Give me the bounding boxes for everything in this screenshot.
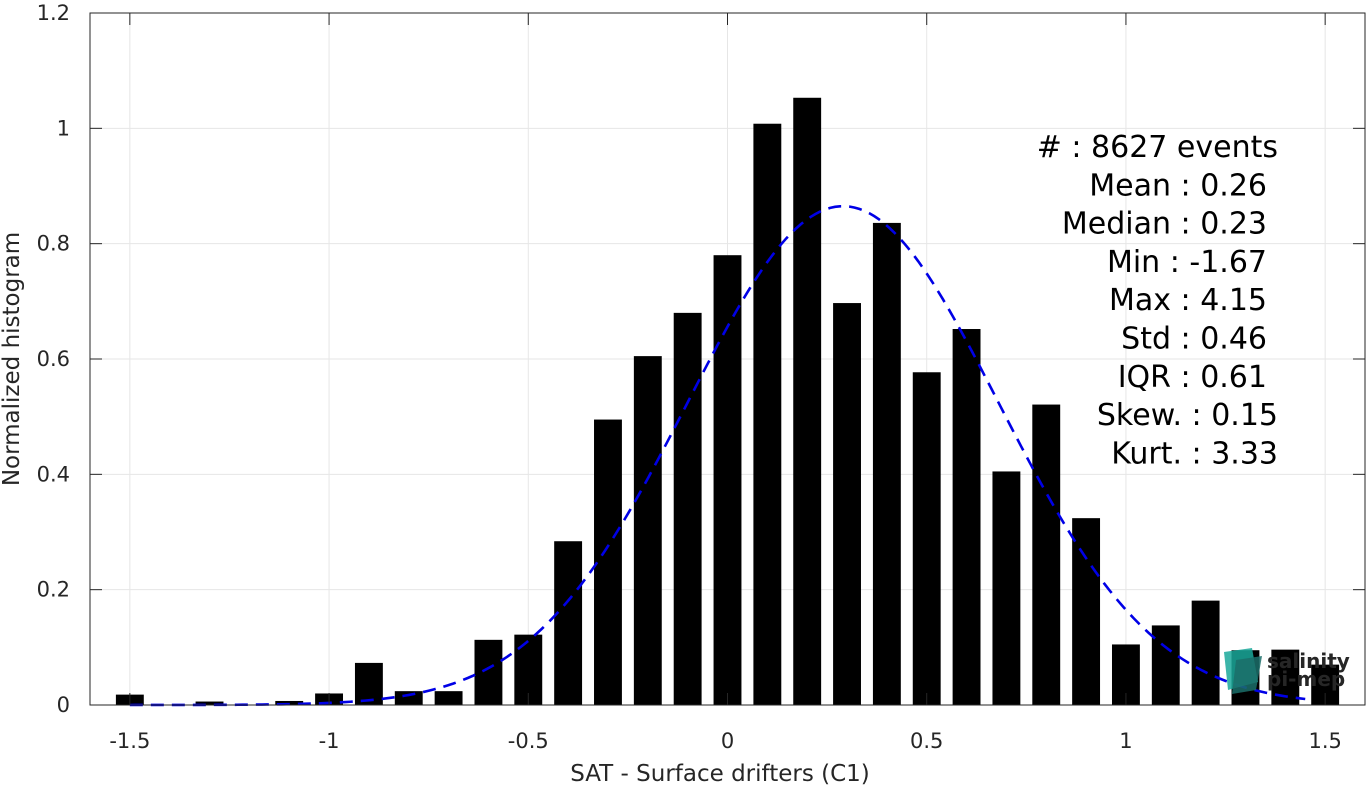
y-tick-label: 0.8 — [37, 232, 70, 256]
logo-text-salinity: salinity — [1267, 649, 1350, 673]
histogram-bars — [115, 97, 1340, 706]
y-axis-ticks: 0 0.2 0.4 0.6 0.8 1 1.2 — [37, 1, 1365, 717]
histogram-bar — [952, 329, 981, 705]
x-tick-label: 1.5 — [1308, 729, 1341, 753]
stats-line: # : 8627 events — [1037, 130, 1278, 165]
histogram-bar — [833, 303, 861, 705]
y-tick-label: 0.6 — [37, 347, 70, 371]
x-tick-label: -1 — [319, 729, 340, 753]
histogram-bar — [912, 372, 941, 705]
stats-line: Min : -1.67 — [1107, 245, 1267, 280]
x-tick-label: 0.5 — [910, 729, 943, 753]
stats-line: Mean : 0.26 — [1089, 168, 1267, 203]
y-axis-label: Normalized histogram — [0, 232, 25, 486]
histogram-bar — [992, 471, 1021, 705]
stats-line: Skew. : 0.15 — [1097, 398, 1278, 433]
histogram-bar — [793, 97, 822, 705]
x-tick-label: 1 — [1119, 729, 1132, 753]
histogram-bar — [633, 356, 662, 705]
histogram-bar — [713, 255, 742, 705]
x-axis-ticks: -1.5 -1 -0.5 0 0.5 1 1.5 — [109, 13, 1342, 753]
histogram-bar — [753, 123, 782, 706]
histogram-bar — [673, 312, 702, 705]
histogram-bar — [554, 541, 583, 705]
x-tick-label: -0.5 — [508, 729, 549, 753]
y-tick-label: 0.2 — [37, 578, 70, 602]
histogram-bar — [1032, 404, 1061, 705]
histogram-bar — [394, 691, 423, 705]
histogram-bar — [1191, 600, 1220, 705]
y-tick-label: 0 — [57, 693, 70, 717]
stats-line: Std : 0.46 — [1121, 322, 1267, 357]
histogram-bar — [872, 222, 901, 705]
histogram-bar — [1072, 518, 1101, 705]
histogram-bar — [1151, 625, 1180, 705]
stats-line: Max : 4.15 — [1109, 283, 1267, 318]
histogram-bar — [434, 691, 463, 705]
x-tick-label: -1.5 — [109, 729, 150, 753]
histogram-bar — [195, 701, 224, 705]
histogram-bar — [594, 419, 622, 705]
salinity-pimep-logo: salinity pi-mep — [1224, 648, 1350, 694]
y-tick-label: 1.2 — [37, 1, 70, 25]
logo-text-pimep: pi-mep — [1267, 667, 1345, 691]
y-tick-label: 0.4 — [37, 462, 70, 486]
histogram-bar — [354, 662, 383, 705]
gaussian-fit-curve — [129, 204, 1306, 707]
histogram-bar — [474, 639, 503, 705]
y-tick-label: 1 — [57, 116, 70, 140]
stats-line: Median : 0.23 — [1062, 207, 1267, 242]
x-tick-label: 0 — [721, 729, 734, 753]
stats-line: Kurt. : 3.33 — [1111, 436, 1278, 471]
x-axis-label: SAT - Surface drifters (C1) — [570, 761, 870, 785]
stats-line: IQR : 0.61 — [1118, 360, 1267, 395]
